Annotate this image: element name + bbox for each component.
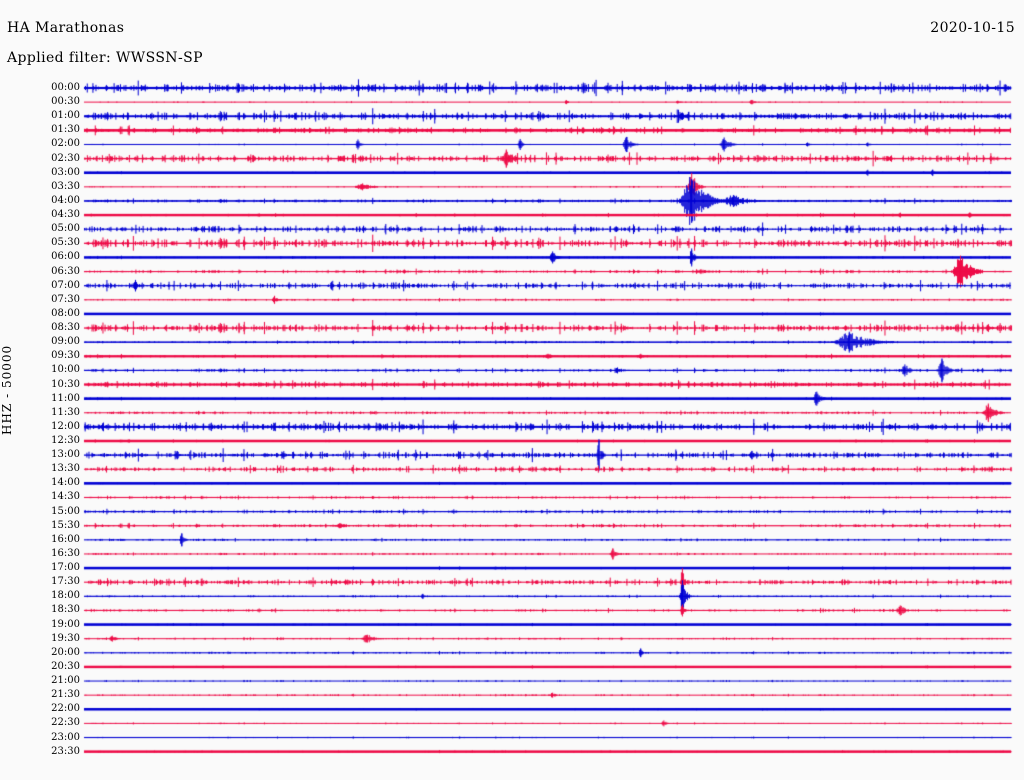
time-label: 04:30 — [51, 209, 80, 221]
time-label: 11:00 — [51, 392, 80, 404]
time-label: 18:30 — [51, 604, 80, 616]
time-label: 19:30 — [51, 632, 80, 644]
time-label: 07:30 — [51, 293, 80, 305]
time-label: 02:00 — [51, 138, 80, 150]
time-label: 00:30 — [51, 96, 80, 108]
time-label: 09:30 — [51, 350, 80, 362]
time-label: 15:00 — [51, 505, 80, 517]
seismogram-traces — [0, 78, 1024, 778]
time-label: 13:00 — [51, 449, 80, 461]
time-label: 21:30 — [51, 689, 80, 701]
applied-filter-label: Applied filter: WWSSN-SP — [7, 50, 203, 66]
time-label: 23:00 — [51, 731, 80, 743]
time-axis-labels: 00:00 00:30 01:00 01:30 02:00 02:30 03:00 03:30… — [0, 78, 80, 778]
station-title: HA Marathonas — [7, 20, 125, 36]
time-label: 12:30 — [51, 435, 80, 446]
time-label: 17:00 — [51, 562, 80, 574]
time-label: 14:30 — [51, 491, 80, 503]
time-label: 10:30 — [51, 378, 80, 390]
time-label: 20:30 — [51, 660, 80, 672]
time-label: 00:00 — [51, 82, 80, 93]
time-label: 15:30 — [51, 519, 80, 531]
time-label: 22:30 — [51, 717, 80, 729]
time-label: 18:00 — [51, 590, 80, 602]
time-label: 23:30 — [51, 745, 80, 757]
time-label: 03:30 — [51, 180, 80, 192]
time-label: 20:00 — [51, 646, 80, 658]
time-label: 16:00 — [51, 533, 80, 545]
time-label: 01:00 — [51, 110, 80, 122]
time-label: 06:30 — [51, 265, 80, 277]
time-label: 08:30 — [51, 322, 80, 334]
time-label: 19:00 — [51, 618, 80, 630]
time-label: 13:30 — [51, 463, 80, 475]
time-label: 04:00 — [51, 194, 80, 206]
time-label: 05:00 — [51, 223, 80, 235]
time-label: 11:30 — [51, 406, 80, 418]
time-label: 17:30 — [51, 576, 80, 588]
record-date: 2020-10-15 — [930, 20, 1015, 36]
time-label: 02:30 — [51, 152, 80, 164]
time-label: 21:00 — [51, 675, 80, 687]
time-label: 06:00 — [51, 251, 80, 263]
time-label: 08:00 — [51, 307, 80, 319]
helicorder-plot: 00:00 00:30 01:00 01:30 02:00 02:30 03:00 03:30… — [0, 78, 1024, 778]
time-label: 01:30 — [51, 124, 80, 136]
channel-axis-label: HHZ - 50000 — [0, 344, 14, 436]
time-label: 09:00 — [51, 336, 80, 348]
time-label: 03:00 — [51, 166, 80, 178]
time-label: 12:00 — [51, 420, 80, 432]
time-label: 14:00 — [51, 477, 80, 489]
time-label: 10:00 — [51, 364, 80, 376]
time-label: 05:30 — [51, 237, 80, 249]
time-label: 16:30 — [51, 547, 80, 559]
time-label: 07:00 — [51, 279, 80, 291]
time-label: 22:00 — [51, 703, 80, 715]
